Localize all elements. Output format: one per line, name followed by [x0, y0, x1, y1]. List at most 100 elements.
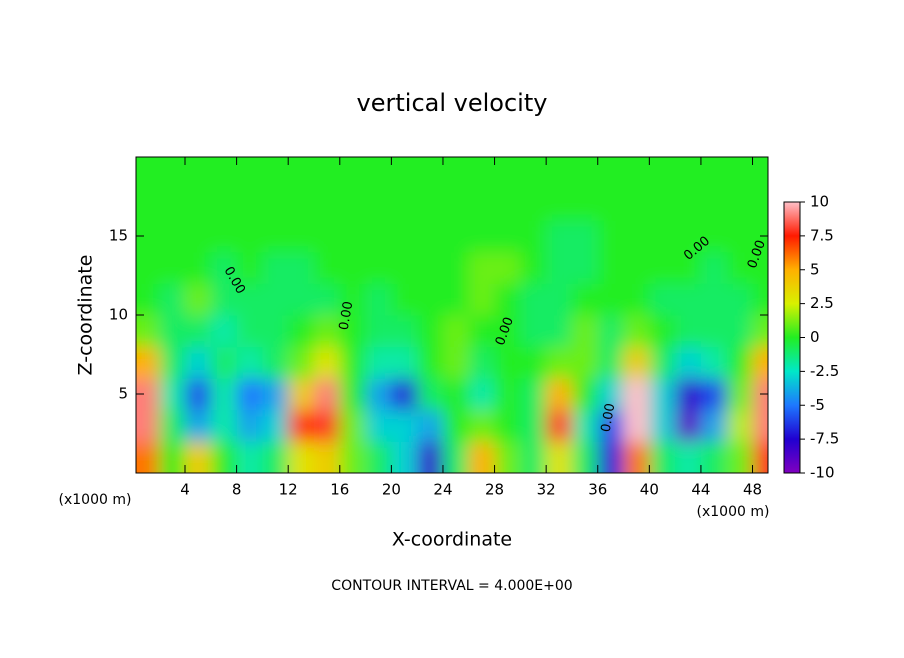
field-cell: [520, 315, 547, 348]
field-cell: [262, 220, 289, 253]
field-cell: [262, 157, 289, 190]
field-cell: [288, 378, 315, 411]
field-cell: [494, 220, 521, 253]
field-cell: [546, 315, 573, 348]
field-cell: [339, 220, 367, 253]
field-cell: [313, 251, 341, 284]
field-cell: [288, 346, 315, 379]
field-cell: [391, 220, 418, 253]
field-cell: [391, 157, 418, 190]
x-tick-label: 48: [743, 481, 762, 499]
field-cell: [339, 157, 367, 190]
contour-label: 0.00: [599, 402, 619, 433]
field-cell: [313, 220, 341, 253]
field-cell: [365, 220, 392, 253]
colorbar-tick-label: -10: [810, 464, 835, 482]
field-cell: [365, 315, 392, 348]
field-cell: [546, 220, 573, 253]
field-cell: [546, 251, 573, 284]
field-cell: [185, 220, 212, 253]
field-cell: [442, 441, 470, 473]
field-cell: [571, 441, 599, 473]
footer-note: CONTOUR INTERVAL = 4.000E+00: [331, 578, 572, 594]
field-cell: [365, 441, 392, 473]
field-cell: [752, 157, 768, 190]
field-cell: [700, 251, 728, 284]
field-cell: [136, 157, 160, 190]
field-cell: [210, 220, 238, 253]
field-cell: [675, 157, 702, 190]
field-cell: [700, 346, 728, 379]
field-cell: [417, 157, 444, 190]
field-cell: [236, 346, 263, 379]
field-cell: [236, 157, 263, 190]
field-cell: [339, 346, 367, 379]
field-cell: [313, 315, 341, 348]
field-cell: [571, 157, 599, 190]
field-cell: [726, 251, 754, 284]
field-cell: [726, 441, 754, 473]
x-unit-label: (x1000 m): [697, 504, 770, 520]
field-cell: [288, 441, 315, 473]
field-cell: [136, 315, 160, 348]
field-cell: [675, 220, 702, 253]
field-cell: [468, 441, 496, 473]
field-cell: [494, 283, 521, 316]
field-cell: [494, 251, 521, 284]
field-cell: [417, 441, 444, 473]
field-cell: [726, 188, 754, 221]
colorbar-tick-label: 5: [810, 260, 820, 278]
field: [136, 157, 768, 473]
colorbar-tick-label: 2.5: [810, 294, 834, 312]
field-cell: [391, 251, 418, 284]
field-cell: [339, 283, 367, 316]
field-cell: [288, 283, 315, 316]
field-cell: [700, 409, 728, 442]
field-cell: [649, 283, 676, 316]
field-cell: [136, 220, 160, 253]
field-cell: [339, 378, 367, 411]
field-cell: [391, 188, 418, 221]
field-cell: [262, 346, 289, 379]
field-cell: [339, 409, 367, 442]
x-tick-label: 12: [279, 481, 298, 499]
field-cell: [546, 346, 573, 379]
field-cell: [468, 346, 496, 379]
field-cell: [159, 441, 186, 473]
field-cell: [313, 378, 341, 411]
field-cell: [236, 251, 263, 284]
field-cell: [236, 283, 263, 316]
field-cell: [597, 378, 625, 411]
field-cell: [442, 251, 470, 284]
field-cell: [597, 409, 625, 442]
colorbar-tick-label: 7.5: [810, 226, 834, 244]
x-tick-label: 24: [433, 481, 452, 499]
field-cell: [339, 315, 367, 348]
field-cell: [675, 315, 702, 348]
field-cell: [623, 441, 650, 473]
plot-area: [136, 157, 768, 473]
field-cell: [494, 409, 521, 442]
field-cell: [494, 188, 521, 221]
field-cell: [494, 346, 521, 379]
field-cell: [417, 220, 444, 253]
field-cell: [571, 283, 599, 316]
field-cell: [752, 441, 768, 473]
field-cell: [391, 441, 418, 473]
field-cell: [185, 188, 212, 221]
field-cell: [546, 188, 573, 221]
field-cell: [417, 251, 444, 284]
field-cell: [571, 378, 599, 411]
field-cell: [417, 315, 444, 348]
field-cell: [571, 220, 599, 253]
field-cell: [136, 251, 160, 284]
field-cell: [571, 188, 599, 221]
field-cell: [546, 283, 573, 316]
field-cell: [726, 378, 754, 411]
field-cell: [159, 157, 186, 190]
x-tick-label: 8: [232, 481, 242, 499]
field-cell: [597, 315, 625, 348]
field-cell: [752, 409, 768, 442]
field-cell: [675, 188, 702, 221]
field-cell: [210, 315, 238, 348]
